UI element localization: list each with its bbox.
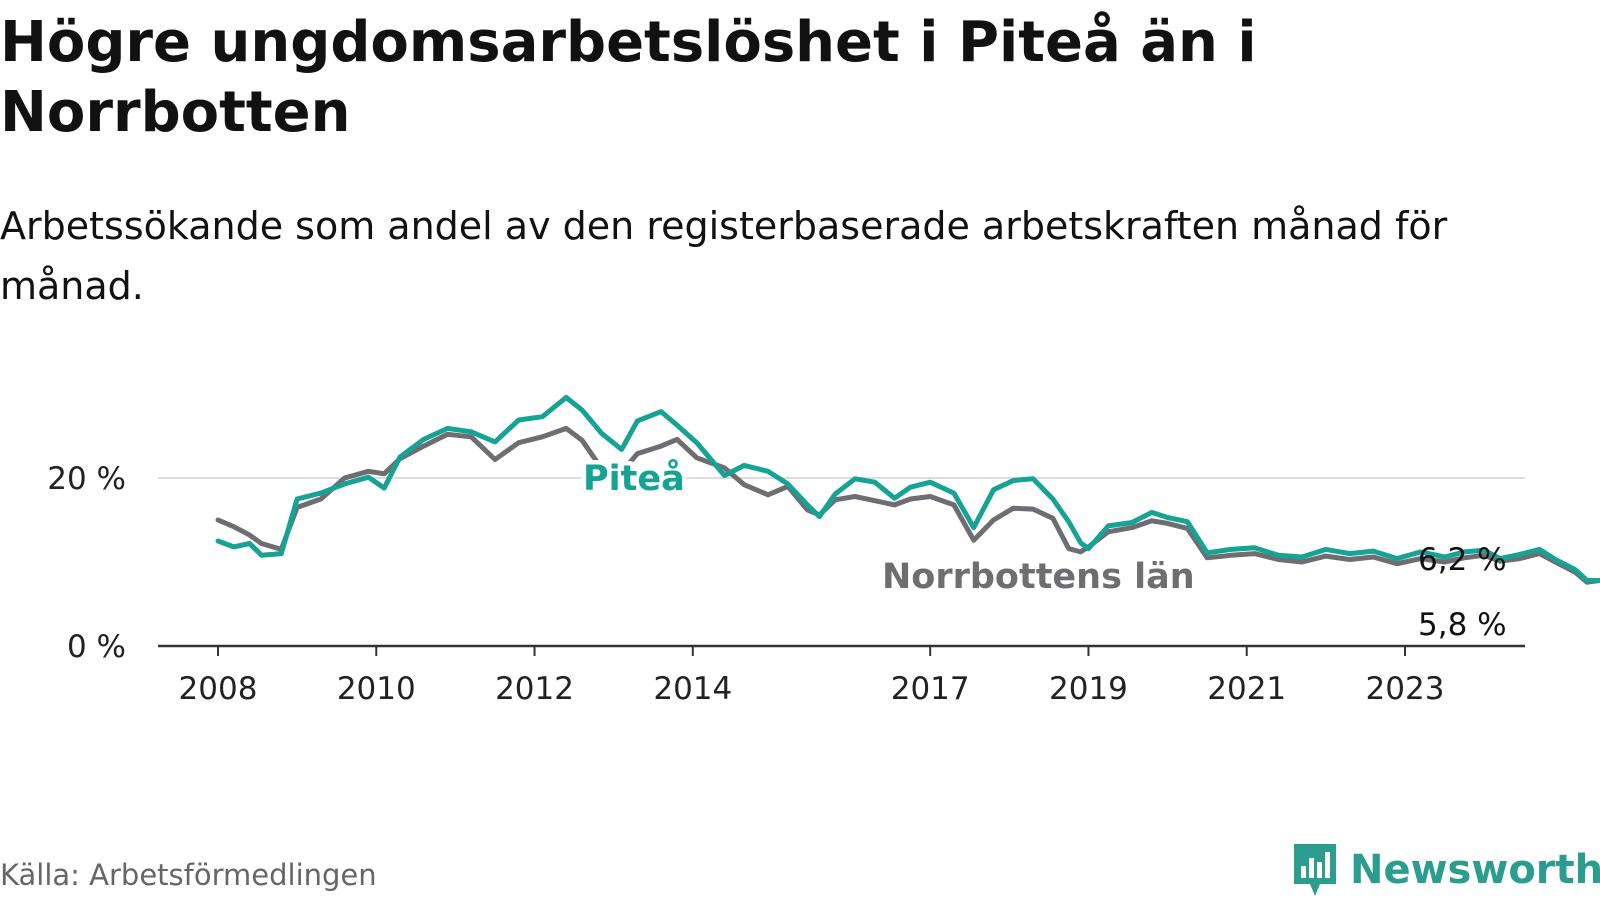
x-tick-label: 2017 [891, 671, 970, 707]
source-note: Källa: Arbetsförmedlingen [0, 858, 377, 892]
series-label-pitea: Piteå [583, 458, 685, 499]
series-label-pitea-halo: Piteå [583, 458, 685, 499]
x-tick-label: 2010 [337, 671, 416, 707]
series-label-norrbotten-halo: Norrbottens län [882, 557, 1195, 597]
series-line-pitea [215, 394, 1600, 583]
end-label-norrbotten: 5,8 % [1418, 607, 1507, 643]
line-chart: 0 % 20 % 2008 2010 2012 2014 2017 2019 2021 2023… [47, 394, 1600, 707]
x-tick-label: 2008 [179, 671, 258, 707]
x-tick-label: 2019 [1049, 671, 1128, 707]
y-tick-label: 0 % [67, 629, 126, 665]
newsworthy-logo-icon [1294, 844, 1336, 896]
y-tick-label: 20 % [47, 461, 126, 497]
end-label-pitea: 6,2 % [1418, 542, 1507, 578]
x-tick-label: 2023 [1366, 671, 1445, 707]
x-tick-label: 2014 [653, 671, 732, 707]
y-axis-ticks: 0 % 20 % [47, 461, 126, 665]
brand-name: Newsworthy [1350, 847, 1600, 893]
chart-title: Högre ungdomsarbetslöshet i Piteå än i N… [0, 10, 1257, 145]
chart-subtitle: Arbetssökande som andel av den registerb… [0, 204, 1448, 308]
x-axis: 2008 2010 2012 2014 2017 2019 2021 2023 [158, 644, 1525, 707]
series-lines [215, 394, 1600, 585]
x-tick-label: 2012 [495, 671, 574, 707]
series-label-norrbotten: Norrbottens län [882, 557, 1195, 597]
x-tick-label: 2021 [1207, 671, 1286, 707]
brand-logo: Newsworthy [1290, 842, 1600, 898]
